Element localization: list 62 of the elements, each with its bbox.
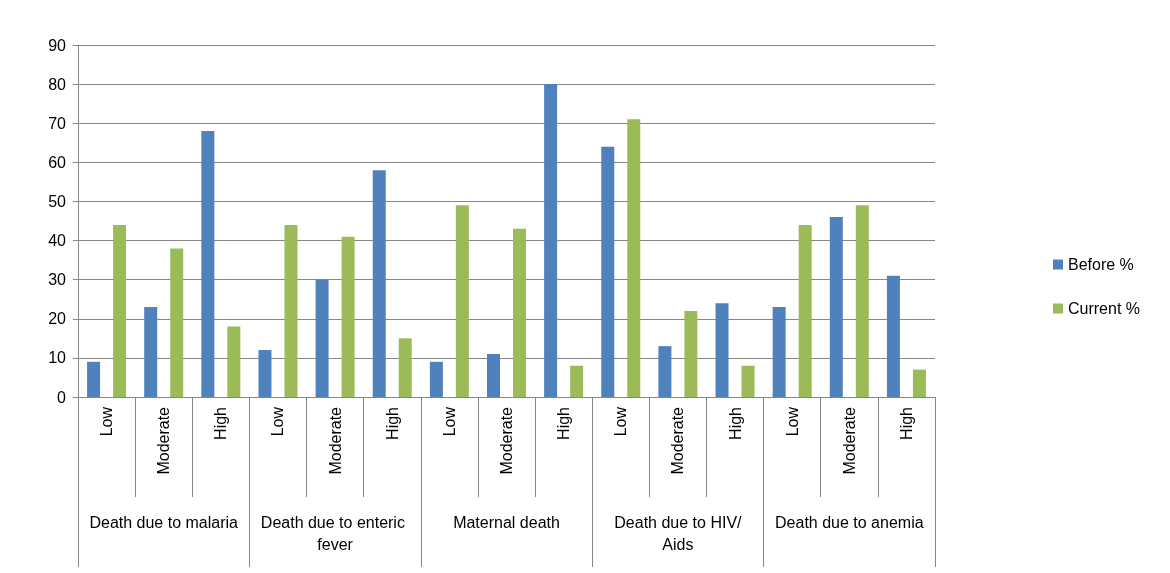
x-tick-label: Low — [98, 406, 116, 437]
x-tick-label: High — [555, 407, 573, 440]
bar — [455, 205, 469, 397]
x-tick-label: Moderate — [326, 406, 344, 475]
x-tick-label: Moderate — [155, 406, 173, 475]
text: Death due to HIV/Aids — [614, 513, 743, 553]
bar — [315, 279, 329, 397]
x-tick-label: Moderate — [498, 406, 515, 475]
bar — [741, 365, 755, 397]
x-tick-label: Moderate — [669, 406, 687, 475]
bar — [341, 236, 355, 397]
bar — [570, 365, 584, 397]
bar — [372, 170, 386, 397]
y-tick-label: 60 — [48, 153, 67, 171]
legend-label: Before % — [1067, 256, 1134, 273]
x-tick-label: High — [726, 407, 744, 440]
bar — [684, 310, 698, 397]
x-tick-label: Moderate — [840, 406, 858, 475]
x-tick-label: High — [383, 407, 401, 440]
bar — [715, 303, 729, 397]
bar — [201, 131, 215, 397]
text: Death due to malaria — [89, 513, 239, 531]
text: Death due to anemia — [775, 513, 924, 531]
bar — [227, 326, 241, 397]
bar — [113, 224, 127, 397]
bar — [258, 350, 272, 397]
x-tick-label: Low — [269, 406, 287, 437]
bar — [627, 119, 641, 397]
y-tick-label: 50 — [48, 192, 67, 210]
bar — [855, 205, 869, 397]
bar — [398, 338, 412, 397]
text: Maternal death — [453, 513, 560, 531]
y-tick-label: 0 — [57, 388, 67, 406]
bar — [798, 224, 812, 397]
x-tick-label: Low — [612, 406, 630, 437]
x-tick-label: High — [897, 407, 915, 440]
x-tick-label: High — [212, 407, 230, 440]
x-tick-label: Low — [440, 406, 458, 437]
y-tick-label: 70 — [48, 114, 67, 132]
y-tick-label: 80 — [48, 75, 67, 93]
y-tick-label: 10 — [48, 349, 67, 367]
x-tick-label: Low — [783, 406, 801, 437]
bar — [170, 248, 184, 397]
text: Death due to enteric fever — [260, 513, 410, 553]
bar — [284, 224, 298, 397]
bar — [487, 353, 500, 397]
bar — [772, 307, 786, 397]
bar — [658, 346, 672, 397]
bar — [513, 228, 526, 397]
bar — [544, 84, 558, 397]
bar — [87, 361, 101, 397]
bar — [912, 369, 926, 397]
bar — [429, 361, 443, 397]
bar — [886, 275, 900, 397]
bar — [144, 307, 158, 397]
y-tick-label: 40 — [48, 232, 67, 250]
y-tick-label: 30 — [48, 271, 67, 289]
bar — [601, 146, 615, 397]
bar — [829, 217, 843, 397]
y-tick-label: 90 — [48, 36, 67, 54]
y-tick-label: 20 — [48, 310, 67, 328]
legend-label: Current % — [1067, 300, 1141, 317]
